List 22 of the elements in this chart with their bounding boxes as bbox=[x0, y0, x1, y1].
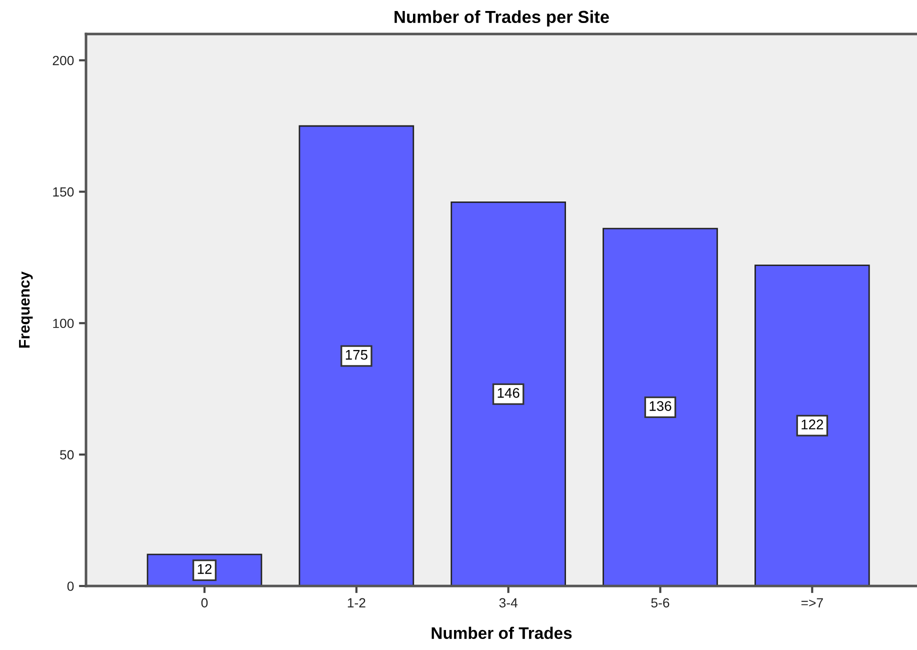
y-tick-label: 0 bbox=[67, 582, 74, 591]
data-label: 136 bbox=[650, 401, 672, 411]
y-tick-label: 200 bbox=[52, 56, 74, 66]
data-label: 12 bbox=[198, 564, 212, 574]
bar bbox=[602, 228, 718, 586]
bar bbox=[298, 125, 414, 586]
x-tick-label: 3-4 bbox=[499, 598, 518, 608]
y-tick-label: 150 bbox=[53, 187, 74, 197]
x-tick-label: 1-2 bbox=[348, 598, 366, 608]
bar bbox=[754, 264, 870, 586]
y-tick-label: 100 bbox=[53, 318, 74, 328]
y-tick-label: 50 bbox=[60, 450, 74, 460]
chart-title: Number of Trades per Site bbox=[394, 10, 609, 26]
bar bbox=[450, 202, 566, 586]
x-tick-label: 0 bbox=[201, 598, 208, 608]
x-tick-label: 5-6 bbox=[651, 598, 670, 608]
data-label: 175 bbox=[346, 350, 368, 360]
data-label: 146 bbox=[498, 388, 520, 398]
y-axis-title: Frequency bbox=[19, 271, 33, 348]
x-axis-title: Number of Trades bbox=[432, 626, 572, 640]
data-label: 122 bbox=[802, 420, 824, 430]
x-tick-label: =>7 bbox=[801, 598, 823, 608]
